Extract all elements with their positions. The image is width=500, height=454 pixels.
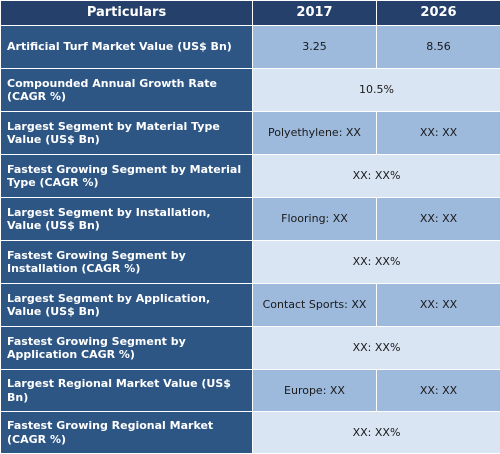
table-row: Fastest Growing Regional Market (CAGR %)… — [1, 412, 500, 454]
merged-value: XX: XX% — [253, 155, 500, 198]
table-row: Largest Regional Market Value (US$ Bn) E… — [1, 370, 500, 412]
table-row: Compounded Annual Growth Rate (CAGR %) 1… — [1, 69, 500, 112]
table-row: Fastest Growing Segment by Application C… — [1, 327, 500, 370]
value-2017: Europe: XX — [253, 370, 377, 412]
row-label: Compounded Annual Growth Rate (CAGR %) — [1, 69, 253, 112]
merged-value: XX: XX% — [253, 412, 500, 454]
value-2026: XX: XX — [377, 284, 500, 327]
header-year-2026: 2026 — [377, 1, 500, 26]
row-label: Largest Segment by Installation, Value (… — [1, 198, 253, 241]
value-2026: 8.56 — [377, 26, 500, 69]
table-row: Artificial Turf Market Value (US$ Bn) 3.… — [1, 26, 500, 69]
value-2017: Flooring: XX — [253, 198, 377, 241]
table-row: Largest Segment by Material Type Value (… — [1, 112, 500, 155]
row-label: Fastest Growing Segment by Material Type… — [1, 155, 253, 198]
table-row: Largest Segment by Installation, Value (… — [1, 198, 500, 241]
table-row: Largest Segment by Application, Value (U… — [1, 284, 500, 327]
header-year-2017: 2017 — [253, 1, 377, 26]
row-label: Largest Segment by Material Type Value (… — [1, 112, 253, 155]
value-2026: XX: XX — [377, 112, 500, 155]
row-label: Largest Segment by Application, Value (U… — [1, 284, 253, 327]
merged-value: 10.5% — [253, 69, 500, 112]
value-2017: Contact Sports: XX — [253, 284, 377, 327]
merged-value: XX: XX% — [253, 327, 500, 370]
value-2017: 3.25 — [253, 26, 377, 69]
row-label: Artificial Turf Market Value (US$ Bn) — [1, 26, 253, 69]
value-2026: XX: XX — [377, 198, 500, 241]
value-2017: Polyethylene: XX — [253, 112, 377, 155]
table-row: Fastest Growing Segment by Material Type… — [1, 155, 500, 198]
row-label: Fastest Growing Regional Market (CAGR %) — [1, 412, 253, 454]
row-label: Fastest Growing Segment by Application C… — [1, 327, 253, 370]
merged-value: XX: XX% — [253, 241, 500, 284]
header-row: Particulars 2017 2026 — [1, 1, 500, 26]
row-label: Largest Regional Market Value (US$ Bn) — [1, 370, 253, 412]
table-row: Fastest Growing Segment by Installation … — [1, 241, 500, 284]
row-label: Fastest Growing Segment by Installation … — [1, 241, 253, 284]
header-particulars: Particulars — [1, 1, 253, 26]
value-2026: XX: XX — [377, 370, 500, 412]
